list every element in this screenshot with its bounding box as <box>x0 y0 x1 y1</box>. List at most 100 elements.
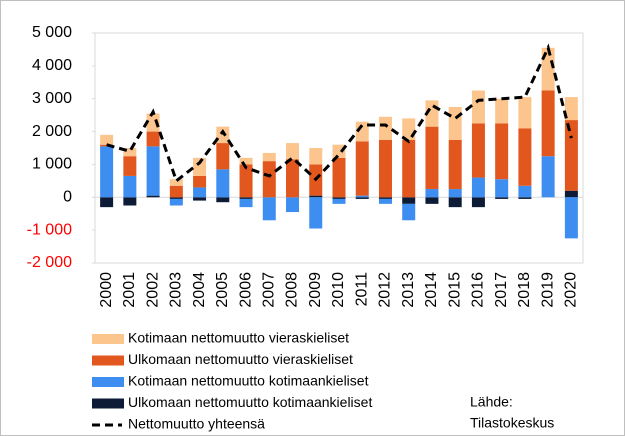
bar-segment <box>564 120 578 191</box>
bar-segment <box>239 157 253 165</box>
x-tick-label: 2008 <box>284 272 301 308</box>
bar-segment <box>425 189 439 198</box>
bar-segment <box>402 203 416 221</box>
bar-segment <box>193 157 207 176</box>
y-tick-label: 2 000 <box>32 123 72 140</box>
y-tick-label: 4 000 <box>32 57 72 74</box>
bar-segment <box>332 198 346 204</box>
bar-segment <box>169 185 183 198</box>
bar-segment <box>471 177 485 198</box>
bar-segment <box>100 146 114 198</box>
bar-segment <box>378 197 392 199</box>
bar-segment <box>355 195 369 198</box>
bar-segment <box>100 197 114 208</box>
bar-segment <box>355 141 369 196</box>
plot-area <box>94 32 584 264</box>
y-tick-label: -2 000 <box>27 254 72 271</box>
source: Tilastokeskus <box>470 415 554 431</box>
x-tick-label: 2020 <box>563 272 580 308</box>
bar-segment <box>193 197 207 201</box>
bar-segment <box>100 134 114 145</box>
bar-segment <box>286 143 300 160</box>
bar-segment <box>262 152 276 162</box>
bar-segment <box>471 123 485 178</box>
x-tick-label: 2001 <box>121 272 138 308</box>
x-tick-label: 2016 <box>470 272 487 308</box>
legend-swatch <box>92 398 124 409</box>
legend-label: Kotimaan nettomuutto vieraskieliset <box>128 330 349 346</box>
bar-segment <box>541 47 555 91</box>
x-tick-label: 2007 <box>261 272 278 308</box>
x-tick-label: 2005 <box>214 272 231 308</box>
bar-segment <box>123 175 137 198</box>
bar-segment <box>216 126 230 144</box>
y-tick-label: 3 000 <box>32 90 72 107</box>
bar-segment <box>169 198 183 206</box>
x-tick-label: 2015 <box>446 272 463 308</box>
x-tick-label: 2018 <box>516 272 533 308</box>
y-tick-label: 1 000 <box>32 156 72 173</box>
y-tick-label: -1 000 <box>27 221 72 238</box>
y-tick-label: 0 <box>63 189 72 206</box>
bar-segment <box>541 90 555 157</box>
bar-segment <box>216 197 230 203</box>
bar-segment <box>332 144 346 158</box>
bar-segment <box>332 157 346 198</box>
x-tick-label: 2003 <box>168 272 185 308</box>
bar-segment <box>378 198 392 204</box>
bar-segment <box>123 148 137 157</box>
bar-segment <box>378 139 392 198</box>
bar-segment <box>378 116 392 140</box>
bar-segment <box>448 139 462 190</box>
bar-segment <box>564 197 578 239</box>
legend-label: Kotimaan nettomuutto kotimaankieliset <box>128 373 369 389</box>
x-tick-label: 2012 <box>377 272 394 308</box>
bar-segment <box>286 159 300 198</box>
legend-swatch <box>92 334 124 344</box>
x-tick-label: 2000 <box>98 272 115 308</box>
total-line <box>106 43 573 184</box>
bar-segment <box>123 197 137 206</box>
bar-segment <box>518 128 532 186</box>
x-tick-label: 2004 <box>191 272 208 308</box>
bar-segment <box>146 146 160 196</box>
bar-segment <box>169 179 183 186</box>
bar-segment <box>564 97 578 121</box>
legend-label: Ulkomaan nettomuutto vieraskieliset <box>128 351 353 367</box>
bar-segment <box>309 197 323 229</box>
bar-segment <box>495 179 509 198</box>
bar-segment <box>309 195 323 198</box>
x-tick-label: 2014 <box>423 272 440 308</box>
bar-segment <box>239 198 253 208</box>
bar-segment <box>146 195 160 198</box>
bar-segment <box>471 90 485 124</box>
bar-segment <box>355 197 369 199</box>
legend-swatch <box>92 355 124 366</box>
x-tick-label: 2011 <box>353 272 370 307</box>
source: Lähde: <box>470 394 513 410</box>
bar-segment <box>518 185 532 198</box>
bar-segment <box>495 98 509 124</box>
bar-segment <box>425 197 439 204</box>
x-tick-label: 2017 <box>493 272 510 308</box>
bar-segment <box>355 121 369 142</box>
bar-segment <box>541 156 555 198</box>
bar-segment <box>309 148 323 165</box>
bar-segment <box>146 113 160 132</box>
bar-segment <box>123 156 137 176</box>
bar-segment <box>495 197 509 199</box>
legend-label: Ulkomaan nettomuutto kotimaankieliset <box>128 394 372 410</box>
bar-segment <box>448 197 462 208</box>
legend-label: Nettomuutto yhteensä <box>128 416 265 432</box>
x-tick-label: 2019 <box>539 272 556 308</box>
bar-segment <box>402 197 416 204</box>
bar-segment <box>239 164 253 198</box>
bar-segment <box>262 161 276 198</box>
x-tick-label: 2009 <box>307 272 324 308</box>
x-tick-label: 2002 <box>144 272 161 308</box>
legend-swatch <box>92 377 124 387</box>
bar-segment <box>471 197 485 208</box>
bar-segment <box>216 143 230 170</box>
bar-segment <box>146 131 160 147</box>
